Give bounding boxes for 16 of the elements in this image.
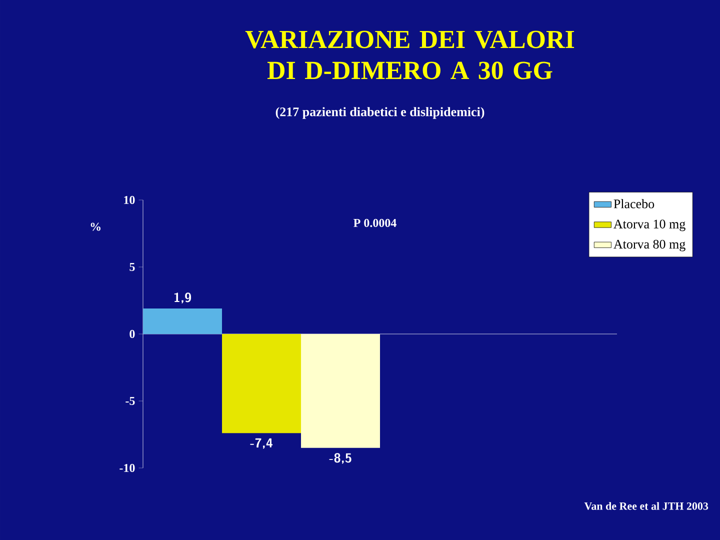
y-tick-label: 5	[130, 263, 135, 271]
legend-label: Atorva 10 mg	[614, 220, 686, 232]
text: Van de Ree et al JTH 2003	[584, 502, 708, 510]
y-axis-title: %	[90, 222, 100, 231]
data-label: -8,5	[329, 453, 352, 464]
data-label: 1,9	[174, 292, 192, 304]
y-tick-label: 0	[130, 330, 135, 338]
legend-label: Placebo	[614, 199, 654, 208]
y-tick-label: -10	[120, 464, 135, 472]
annotation: P 0.0004	[354, 218, 396, 228]
chart-title: VARIAZIONE DEI VALORI DI D-DIMERO A 30 GG	[245, 30, 574, 80]
data-label: -7,4	[250, 438, 273, 449]
y-tick-label: -5	[126, 396, 135, 405]
chart-subtitle: (217 pazienti diabetici e dislipidemici)	[276, 107, 484, 119]
y-tick-label: 10	[124, 196, 135, 204]
legend-label: Atorva 80 mg	[614, 240, 686, 252]
